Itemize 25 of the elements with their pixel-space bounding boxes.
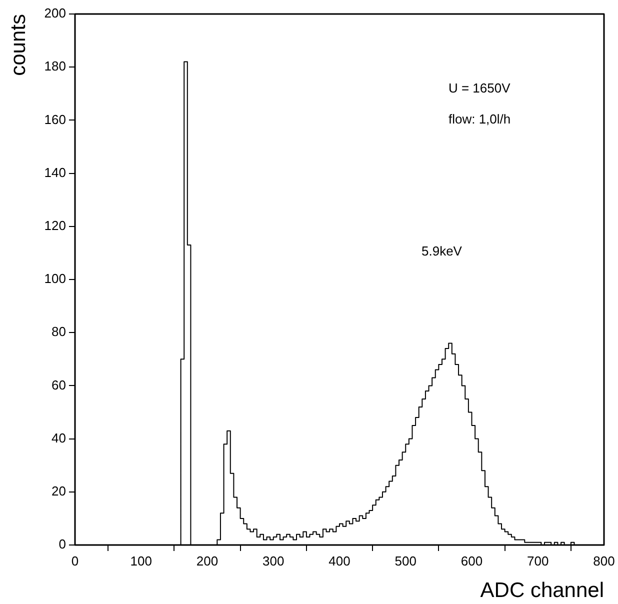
x-tick-label: 800 [593, 553, 615, 568]
x-tick-label: 600 [460, 553, 483, 568]
y-tick-label: 60 [52, 377, 66, 392]
x-tick-label: 0 [71, 553, 79, 568]
x-axis-title: ADC channel [480, 578, 604, 602]
x-tick-label: 200 [196, 553, 218, 568]
y-tick-label: 160 [44, 112, 66, 127]
x-tick-label: 500 [394, 553, 416, 568]
x-tick-label: 300 [262, 553, 284, 568]
y-tick-label: 80 [52, 324, 66, 340]
y-tick-label: 140 [44, 164, 66, 180]
y-tick-label: 200 [44, 6, 66, 21]
x-tick-label: 400 [328, 553, 350, 568]
y-tick-label: 0 [58, 536, 66, 552]
annotation: 5.9keV [421, 244, 462, 259]
y-axis-title: counts [6, 14, 30, 76]
y-tick-label: 40 [52, 430, 66, 446]
y-tick-label: 180 [44, 58, 66, 74]
x-tick-label: 700 [527, 553, 549, 568]
y-tick-label: 20 [52, 483, 66, 498]
y-tick-label: 100 [44, 271, 66, 286]
annotation: U = 1650V [448, 80, 511, 96]
x-tick-label: 100 [130, 553, 152, 568]
y-tick-label: 120 [44, 218, 66, 233]
annotation: flow: 1,0l/h [448, 112, 511, 127]
